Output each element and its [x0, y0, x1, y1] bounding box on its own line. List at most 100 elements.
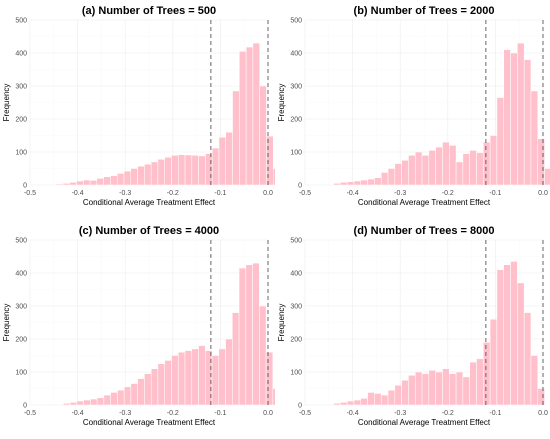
histogram-bar	[83, 179, 91, 186]
histogram-bar	[69, 402, 78, 406]
histogram-bar	[374, 177, 382, 186]
x-tick-label: -0.5	[299, 190, 311, 197]
histogram-bar	[442, 141, 450, 186]
x-tick-label: -0.1	[489, 190, 501, 197]
histogram-bar	[137, 378, 145, 406]
histogram-bar	[455, 161, 464, 186]
histogram-bar	[150, 368, 159, 406]
y-tick-label: 0	[23, 403, 27, 410]
histogram-bar	[530, 355, 539, 406]
histogram-bar	[421, 155, 430, 186]
y-tick-label: 100	[15, 150, 27, 157]
histogram-bar	[544, 168, 550, 186]
histogram-bar	[380, 394, 389, 406]
histogram-bar	[225, 131, 233, 186]
histogram-bar	[116, 173, 125, 186]
histogram-bar	[489, 318, 498, 406]
histogram-bar	[62, 183, 70, 186]
histogram-bar	[421, 373, 430, 406]
histogram-bar	[184, 154, 193, 186]
histogram-bar	[537, 138, 545, 186]
histogram-bar	[387, 168, 396, 186]
histogram-bar	[340, 402, 348, 406]
histogram-bar	[408, 375, 416, 406]
histogram-bar	[232, 90, 240, 186]
x-tick-label: -0.1	[214, 410, 226, 417]
panel-title: (c) Number of Trees = 4000	[79, 225, 219, 237]
histogram-bar	[449, 145, 457, 186]
y-tick-label: 400	[290, 51, 302, 58]
histogram-bar	[489, 135, 498, 186]
x-axis-label: Conditional Average Treatment Effect	[358, 198, 491, 207]
histogram-bar	[530, 90, 539, 186]
histogram-bar	[130, 168, 138, 186]
y-tick-label: 400	[290, 271, 302, 278]
y-tick-label: 0	[298, 183, 302, 190]
histogram-bar	[435, 371, 443, 406]
histogram-bar	[239, 51, 247, 186]
histogram-bar	[428, 370, 436, 406]
histogram-d: -0.5 -0.4 -0.3 -0.2 -0.1 0.0 0 100 200 300 400 500 (…	[277, 225, 548, 427]
histogram-bar	[144, 163, 152, 186]
histogram-bar	[346, 400, 355, 406]
panel-c: -0.5 -0.4 -0.3 -0.2 -0.1 0.0 0 100 200 300 400 500 (…	[0, 220, 275, 439]
histogram-bar	[157, 363, 165, 406]
histogram-bar	[177, 351, 186, 406]
y-tick-label: 500	[290, 238, 302, 245]
x-tick-label: -0.5	[299, 410, 311, 417]
y-tick-label: 300	[290, 84, 302, 91]
x-tick-label: -0.3	[119, 410, 131, 417]
x-tick-label: 0.0	[538, 410, 548, 417]
histogram-bar	[164, 360, 172, 406]
histogram-bar	[69, 182, 77, 186]
y-tick-label: 200	[290, 117, 302, 124]
histogram-bar	[252, 42, 260, 186]
histogram-bar	[496, 269, 504, 406]
histogram-bar	[171, 155, 179, 186]
histogram-bar	[483, 141, 491, 186]
histogram-bar	[272, 168, 275, 186]
x-tick-label: -0.4	[72, 410, 84, 417]
histogram-bar	[259, 305, 267, 406]
histogram-bar	[157, 159, 165, 186]
x-tick-label: -0.2	[442, 190, 454, 197]
histogram-bar	[510, 261, 518, 406]
x-tick-label: -0.5	[24, 410, 36, 417]
histogram-bar	[110, 392, 118, 406]
histogram-bar	[211, 355, 220, 406]
x-tick-label: -0.1	[214, 190, 226, 197]
histogram-bar	[252, 262, 260, 406]
x-tick-label: -0.3	[394, 190, 406, 197]
histogram-bar	[245, 264, 253, 406]
histogram-bar	[367, 178, 375, 186]
histogram-bar	[184, 350, 192, 406]
histogram-bar	[96, 397, 105, 406]
histogram-bar	[408, 155, 416, 186]
y-tick-label: 300	[15, 84, 27, 91]
histogram-bar	[90, 398, 98, 406]
y-axis-label: Frequency	[277, 84, 286, 122]
x-tick-label: -0.2	[167, 190, 179, 197]
y-tick-label: 400	[15, 271, 27, 278]
x-axis-label: Conditional Average Treatment Effect	[83, 418, 216, 427]
histogram-bar	[150, 161, 159, 186]
histogram-bar	[387, 389, 396, 406]
histogram-bar	[523, 312, 532, 406]
histogram-bar	[333, 403, 341, 406]
histogram-bar	[353, 180, 362, 186]
histogram-bar	[401, 380, 409, 406]
y-tick-label: 500	[15, 18, 27, 25]
y-tick-label: 200	[15, 117, 27, 124]
histogram-bar	[353, 399, 362, 406]
panel-title: (a) Number of Trees = 500	[82, 5, 216, 17]
histogram-bar	[110, 175, 118, 186]
y-tick-label: 200	[290, 337, 302, 344]
histogram-bar	[144, 373, 152, 406]
y-axis-label: Frequency	[2, 84, 11, 122]
histogram-bar	[272, 388, 275, 406]
histogram-bar	[394, 384, 402, 406]
histogram-bar	[414, 371, 423, 406]
histogram-bar	[232, 312, 240, 406]
histogram-bar	[178, 154, 186, 186]
histogram-bar	[380, 172, 389, 186]
